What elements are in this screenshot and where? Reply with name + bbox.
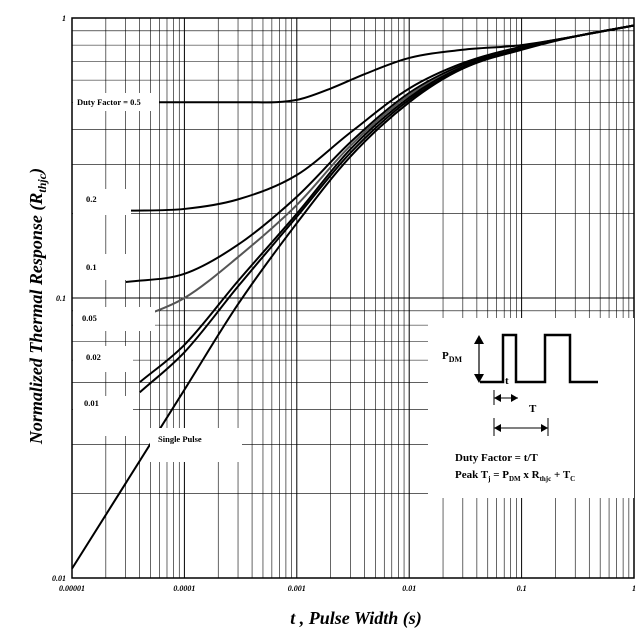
- duty-factor-formula: Duty Factor = t/T: [455, 452, 538, 464]
- pdm-label: PDM: [442, 350, 463, 364]
- series-label-box: [73, 396, 133, 436]
- series-label: 0.2: [86, 194, 97, 204]
- series-label-box: [73, 254, 129, 280]
- x-tick-label: 1: [632, 584, 636, 593]
- x-tick-label: 0.001: [288, 584, 306, 593]
- x-tick-label: 0.0001: [173, 584, 195, 593]
- series-label: Duty Factor = 0.5: [77, 97, 141, 107]
- y-tick-label: 0.1: [56, 294, 66, 303]
- y-tick-label: 1: [62, 14, 66, 23]
- plot-frame: [71, 17, 635, 579]
- T-label: T: [529, 403, 537, 415]
- series-group: [71, 24, 635, 570]
- peak-tj-formula: Peak Tj = PDM x Rthjc + TC: [455, 469, 575, 483]
- series-label-group: Duty Factor = 0.5 0.2 0.1 0.05 0.02 0.01 Singl…: [73, 93, 242, 462]
- series-label: 0.02: [86, 352, 101, 362]
- x-tick-label: 0.00001: [59, 584, 85, 593]
- series-line-0: [105, 24, 635, 104]
- x-axis-title: t , Pulse Width (s): [290, 608, 422, 629]
- y-axis-title: Normalized Thermal Response (Rthjc): [26, 168, 49, 445]
- pulse-waveform: [480, 333, 598, 384]
- y-tick-label: 0.01: [52, 574, 66, 583]
- series-label-box: [150, 428, 242, 462]
- series-label: Single Pulse: [158, 434, 202, 444]
- pdm-arrow-head-top: [474, 335, 484, 344]
- inset-box: [428, 318, 634, 498]
- series-line-3: [139, 24, 635, 319]
- series-label-box: [73, 307, 155, 331]
- series-line-5: [139, 24, 635, 394]
- series-label-box: [73, 346, 133, 372]
- series-line-6: [71, 24, 635, 570]
- tick-label-group: 0.00001 0.0001 0.001 0.01 0.1 1 0.01 0.1 1: [52, 14, 636, 593]
- pdm-arrow-head-bottom: [474, 374, 484, 383]
- series-line-2: [125, 24, 635, 284]
- series-label: 0.05: [82, 313, 97, 323]
- series-label-box: [73, 189, 131, 215]
- series-label: 0.01: [84, 398, 99, 408]
- x-tick-label: 0.01: [402, 584, 416, 593]
- t-arrow-head-left: [494, 394, 501, 402]
- t-label: t: [505, 375, 509, 387]
- t-arrow-head-right: [511, 394, 518, 402]
- series-label: 0.1: [86, 262, 97, 272]
- series-label-box: [73, 93, 159, 111]
- T-arrow-head-left: [494, 424, 501, 432]
- duty-cycle-inset: PDM t T Duty Factor = t/T Peak Tj = PDM …: [428, 318, 634, 498]
- T-arrow-head-right: [541, 424, 548, 432]
- x-tick-label: 0.1: [517, 584, 527, 593]
